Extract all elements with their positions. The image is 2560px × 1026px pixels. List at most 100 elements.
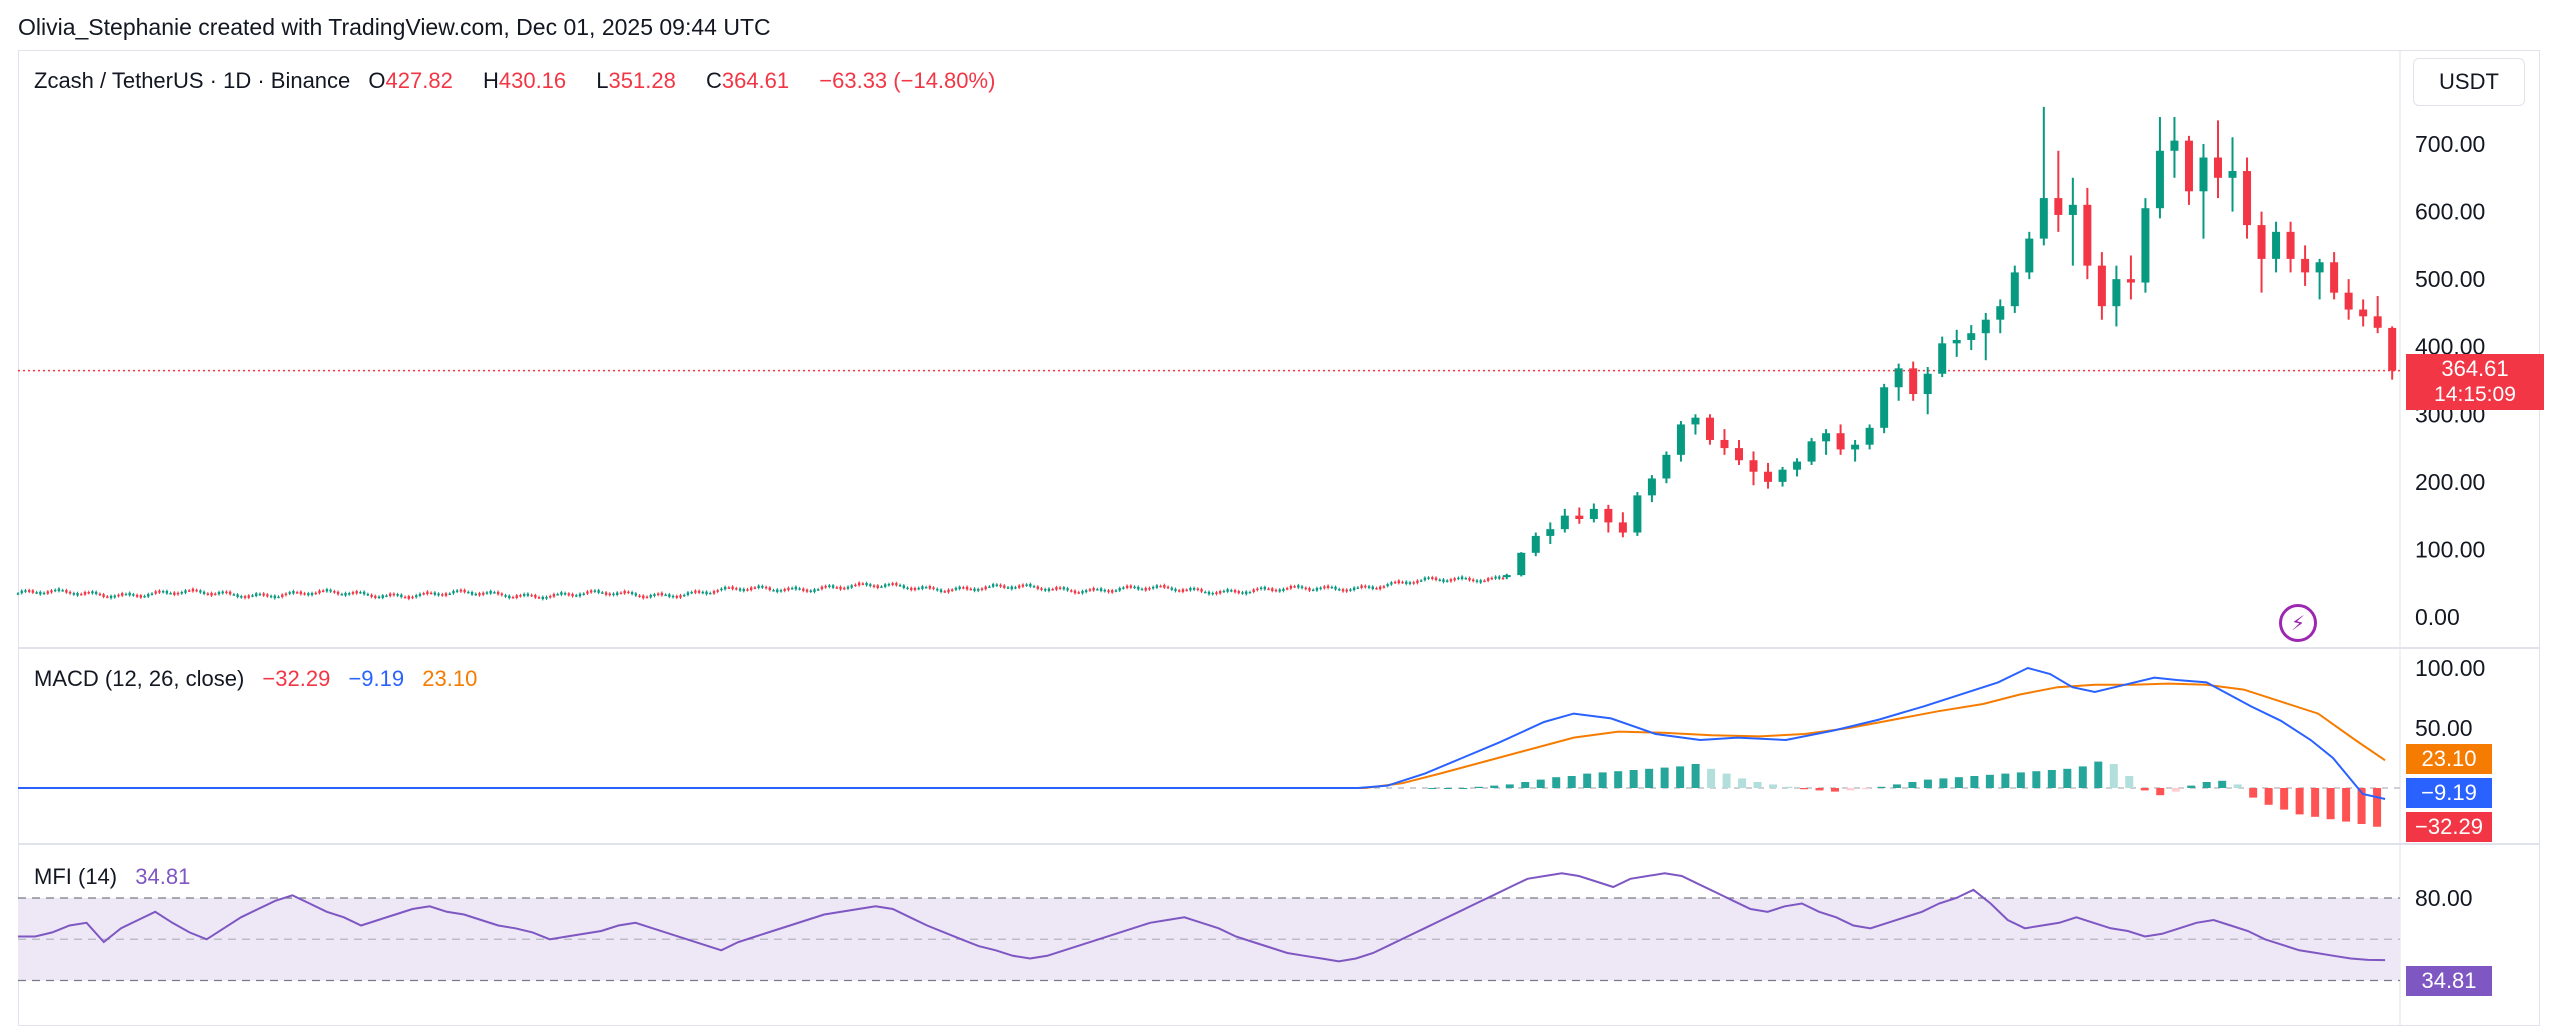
candle-body [1174, 588, 1177, 592]
macd-histogram-bar [2032, 771, 2041, 788]
candle-body [448, 593, 451, 596]
candle-body [2199, 157, 2208, 192]
lightning-icon[interactable]: ⚡ [2279, 604, 2317, 642]
candle-body [511, 596, 515, 599]
candle-body [1129, 585, 1133, 588]
candle-body [411, 596, 414, 599]
candle-body [943, 591, 946, 593]
candle-body [1252, 589, 1255, 592]
candle-body [318, 590, 321, 594]
candle-body [1148, 587, 1151, 590]
candle-body [1360, 585, 1363, 588]
ohlc-high: 430.16 [498, 68, 567, 93]
candle-body [247, 595, 250, 598]
candle-body [1764, 471, 1773, 482]
candle-body [236, 594, 239, 598]
last-price-value: 364.61 [2441, 356, 2509, 381]
macd-histogram-bar [1583, 773, 1592, 788]
candle-body [872, 585, 876, 587]
candle-body [612, 593, 615, 596]
candle-body [828, 585, 831, 587]
candle-body [779, 590, 783, 592]
candle-body [668, 594, 671, 597]
candle-body [675, 595, 678, 598]
candle-body [1081, 590, 1084, 594]
candle-body [1166, 586, 1170, 589]
mfi-line [18, 872, 2386, 963]
candle-body [1442, 579, 1445, 583]
price-tick-label: 500.00 [2415, 266, 2485, 292]
signal-tag: 23.10 [2406, 744, 2492, 774]
candle-body [2315, 262, 2324, 273]
currency-button[interactable]: USDT [2413, 58, 2525, 106]
candle-body [1446, 580, 1449, 582]
candle-body [1003, 585, 1006, 588]
macd-histogram-bar [2373, 788, 2382, 827]
candle-body [999, 584, 1002, 587]
candle-body [1334, 586, 1337, 590]
macd-signal-value: 23.10 [422, 666, 478, 691]
candle-body [1144, 587, 1147, 591]
candle-body [351, 592, 355, 594]
price-tick-label: 600.00 [2415, 199, 2485, 225]
symbol-legend[interactable]: Zcash / TetherUS · 1D · Binance O427.82 … [34, 68, 996, 93]
candle-body [1215, 592, 1218, 595]
candle-body [1416, 580, 1419, 584]
candle-body [1419, 580, 1423, 582]
candle-body [593, 590, 597, 592]
candle-body [385, 595, 388, 598]
candle-body [589, 590, 593, 593]
candle-body [258, 593, 262, 596]
candle-body [1103, 589, 1106, 592]
candle-body [20, 590, 23, 594]
candle-body [1379, 586, 1382, 590]
candle-body [295, 592, 299, 594]
candle-body [1029, 583, 1032, 587]
mfi-legend[interactable]: MFI (14) 34.81 [34, 864, 202, 890]
candle-body [645, 596, 649, 599]
macd-histogram-bar [2342, 788, 2351, 822]
macd-histogram-bar [1660, 767, 1669, 788]
candle-body [482, 592, 485, 595]
candle-body [530, 594, 533, 597]
macd-legend[interactable]: MACD (12, 26, close) −32.29 −9.19 23.10 [34, 666, 489, 692]
candle-body [1248, 591, 1252, 594]
candle-body [1032, 586, 1036, 588]
candle-body [374, 595, 377, 598]
macd-histogram-bar [2047, 770, 2056, 788]
candle-body [307, 593, 310, 596]
macd-histogram-bar [1707, 768, 1716, 788]
candle-body [467, 591, 470, 594]
candle-body [619, 592, 623, 595]
candle-body [1267, 588, 1270, 591]
candle-body [597, 590, 600, 593]
signal-line [18, 682, 2386, 789]
candle-body [1055, 587, 1058, 590]
candle-body [1111, 590, 1114, 593]
candle-body [191, 588, 195, 592]
candle-body [214, 593, 217, 596]
candle-body [776, 589, 779, 593]
candle-body [1517, 552, 1526, 576]
mfi-value: 34.81 [135, 864, 191, 889]
candle-body [273, 595, 277, 599]
candle-body [1364, 585, 1367, 588]
candle-body [1036, 586, 1039, 589]
candle-body [604, 592, 608, 595]
candle-body [1479, 580, 1482, 583]
candle-body [552, 593, 556, 597]
macd-histogram-bar [1769, 784, 1778, 788]
candle-body [664, 594, 667, 597]
candle-body [169, 592, 172, 595]
candle-body [228, 591, 232, 595]
candle-body [1749, 460, 1758, 472]
candle-body [1793, 461, 1802, 470]
candle-body [519, 595, 522, 597]
candle-body [1382, 586, 1386, 588]
candle-body [415, 595, 418, 598]
candle-body [2010, 272, 2019, 307]
macd-histogram-bar [2140, 788, 2149, 791]
candle-body [206, 593, 210, 595]
candle-body [1181, 589, 1185, 592]
